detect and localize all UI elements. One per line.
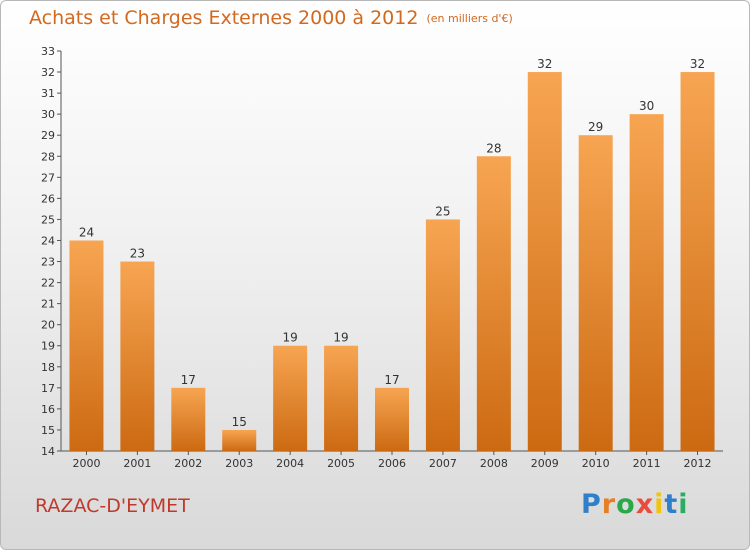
- value-label-2004: 19: [283, 331, 298, 345]
- chart-subtitle: (en milliers d'€): [426, 12, 513, 25]
- y-tick-label: 27: [41, 171, 55, 184]
- value-label-2009: 32: [537, 57, 552, 71]
- value-label-2008: 28: [486, 141, 501, 155]
- logo-letter: r: [601, 489, 617, 520]
- x-tick-label-2005: 2005: [327, 457, 355, 470]
- bar-2009: [527, 72, 562, 451]
- y-tick-label: 15: [41, 424, 55, 437]
- value-label-2011: 30: [639, 99, 654, 113]
- value-label-2003: 15: [232, 415, 247, 429]
- x-tick-label-2009: 2009: [531, 457, 559, 470]
- bar-2008: [476, 156, 511, 451]
- x-tick-label-2004: 2004: [276, 457, 304, 470]
- y-tick-label: 25: [41, 213, 55, 226]
- x-tick-label-2000: 2000: [72, 457, 100, 470]
- bar-2005: [324, 345, 359, 451]
- bar-2007: [425, 219, 460, 451]
- y-tick-label: 33: [41, 45, 55, 58]
- y-tick-label: 29: [41, 129, 55, 142]
- chart-title: Achats et Charges Externes 2000 à 2012 (e…: [29, 7, 513, 29]
- logo-letter: i: [654, 489, 665, 520]
- y-tick-label: 16: [41, 403, 55, 416]
- bar-2011: [629, 114, 664, 451]
- y-tick-label: 19: [41, 340, 55, 353]
- value-label-2005: 19: [333, 331, 348, 345]
- x-tick-label-2003: 2003: [225, 457, 253, 470]
- bar-2010: [578, 135, 613, 452]
- logo-letter: t: [664, 489, 679, 520]
- x-tick-label-2007: 2007: [429, 457, 457, 470]
- bar-2012: [680, 72, 715, 451]
- logo-letter: i: [678, 489, 689, 520]
- value-label-2010: 29: [588, 120, 603, 134]
- y-tick-label: 23: [41, 256, 55, 269]
- x-tick-label-2010: 2010: [582, 457, 610, 470]
- x-tick-label-2011: 2011: [633, 457, 661, 470]
- bar-2004: [273, 345, 308, 451]
- bar-2000: [69, 240, 104, 451]
- chart-value-labels: 24 23 17 15 19 19 17 25 28 32 29 30 32: [79, 57, 705, 429]
- y-tick-label: 26: [41, 192, 55, 205]
- y-tick-label: 32: [41, 66, 55, 79]
- bar-2003: [222, 429, 257, 451]
- x-tick-label-2001: 2001: [123, 457, 151, 470]
- value-label-2006: 17: [384, 373, 399, 387]
- value-label-2002: 17: [181, 373, 196, 387]
- bar-2002: [171, 387, 206, 451]
- logo-letter: x: [635, 489, 655, 520]
- y-tick-label: 18: [41, 361, 55, 374]
- y-tick-label: 21: [41, 298, 55, 311]
- y-tick-label: 20: [41, 319, 55, 332]
- y-tick-label: 22: [41, 277, 55, 290]
- proxiti-logo: Proxiti: [581, 489, 689, 520]
- chart-title-text: Achats et Charges Externes 2000 à 2012: [29, 7, 419, 29]
- y-tick-label: 28: [41, 150, 55, 163]
- value-label-2000: 24: [79, 225, 94, 239]
- chart-bars: [69, 72, 715, 452]
- y-tick-label: 14: [41, 445, 55, 458]
- logo-letter: o: [616, 489, 636, 520]
- value-label-2007: 25: [435, 204, 450, 218]
- x-tick-label-2006: 2006: [378, 457, 406, 470]
- bar-2006: [375, 387, 409, 451]
- value-label-2012: 32: [690, 57, 705, 71]
- x-tick-label-2012: 2012: [684, 457, 712, 470]
- x-tick-label-2002: 2002: [174, 457, 202, 470]
- y-tick-label: 30: [41, 108, 55, 121]
- x-tick-label-2008: 2008: [480, 457, 508, 470]
- y-tick-label: 17: [41, 382, 55, 395]
- value-label-2001: 23: [130, 247, 145, 261]
- y-tick-label: 24: [41, 234, 55, 247]
- commune-name: RAZAC-D'EYMET: [35, 495, 190, 517]
- logo-letter: P: [581, 489, 602, 520]
- y-tick-label: 31: [41, 87, 55, 100]
- bar-2001: [120, 261, 155, 451]
